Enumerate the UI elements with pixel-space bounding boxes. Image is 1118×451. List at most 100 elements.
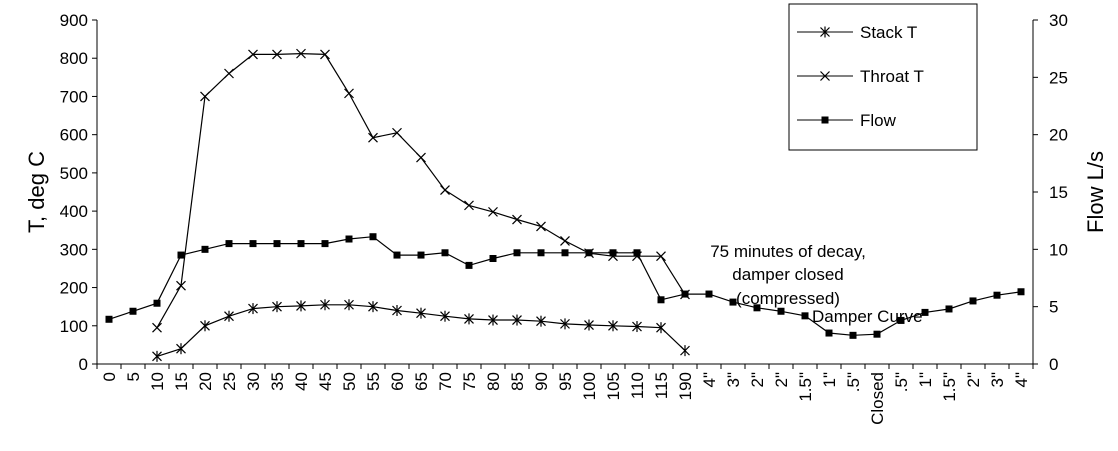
data-point-throat-t — [536, 221, 546, 232]
left-axis-tick-label: 300 — [60, 240, 88, 259]
annotation-decay: 75 minutes of decay, damper closed (comp… — [710, 242, 866, 308]
legend-marker-flow — [821, 116, 829, 124]
data-point-flow — [201, 245, 209, 253]
left-axis-title: T, deg C — [24, 151, 49, 233]
data-point-throat-t — [512, 214, 522, 225]
data-point-throat-t — [464, 200, 474, 211]
x-axis-tick-label: 4" — [700, 372, 719, 388]
x-axis-tick-label: 4" — [1012, 372, 1031, 388]
legend-marker-throat — [820, 71, 830, 81]
data-point-stack-t — [248, 303, 258, 315]
data-point-stack-t — [440, 310, 450, 322]
left-axis-tick-label: 600 — [60, 126, 88, 145]
x-axis: 0 5 10 15 20 25 30 35 40 45 50 55 60 65 70 75 80 85 90 95 10… — [96, 364, 1034, 425]
data-point-flow — [609, 249, 617, 257]
x-axis-tick-label: 25 — [220, 372, 239, 391]
data-point-flow — [321, 240, 329, 248]
x-axis-tick-label: Closed — [868, 372, 887, 425]
series-flow — [105, 233, 1025, 339]
legend-label-throat: Throat T — [860, 67, 924, 86]
right-axis-tick-label: 30 — [1049, 11, 1068, 30]
data-point-stack-t — [176, 343, 186, 355]
data-point-flow — [825, 329, 833, 337]
data-point-stack-t — [512, 314, 522, 326]
data-point-throat-t — [176, 280, 186, 291]
data-point-throat-t — [392, 127, 402, 138]
data-point-stack-t — [464, 313, 474, 325]
data-point-throat-t — [272, 49, 282, 60]
data-point-flow — [657, 296, 665, 304]
left-axis-tick-label: 700 — [60, 87, 88, 106]
data-point-flow — [393, 251, 401, 259]
legend-box — [788, 3, 978, 151]
data-point-throat-t — [656, 251, 666, 262]
x-axis-tick-label: 100 — [580, 372, 599, 400]
x-axis-tick-label: 95 — [556, 372, 575, 391]
x-axis-tick-label: 55 — [364, 372, 383, 391]
left-axis-tick-label: 200 — [60, 279, 88, 298]
right-axis-tick-label: 0 — [1049, 355, 1058, 374]
x-axis-tick-label: 3" — [988, 372, 1007, 388]
legend-label-flow: Flow — [860, 111, 897, 130]
data-point-flow — [129, 307, 137, 315]
data-point-flow — [705, 290, 713, 298]
data-point-flow — [777, 307, 785, 315]
x-axis-tick-label: 1" — [916, 372, 935, 388]
data-point-flow — [441, 249, 449, 257]
data-point-flow — [897, 316, 905, 324]
data-point-flow — [633, 249, 641, 257]
x-axis-tick-label: 1.5" — [940, 372, 959, 402]
series-throat-t — [152, 48, 690, 333]
right-axis-tick-label: 25 — [1049, 68, 1068, 87]
legend-marker-stack — [820, 26, 830, 38]
x-axis-tick-label: 50 — [340, 372, 359, 391]
left-axis-tick-label: 0 — [79, 355, 88, 374]
data-point-flow — [249, 240, 257, 248]
data-point-flow — [465, 261, 473, 269]
left-axis-tick-label: 400 — [60, 202, 88, 221]
data-point-stack-t — [680, 345, 690, 357]
data-point-flow — [945, 305, 953, 313]
x-axis-tick-label: 2" — [964, 372, 983, 388]
x-axis-tick-label: 2" — [772, 372, 791, 388]
data-point-throat-t — [488, 206, 498, 217]
data-point-flow — [921, 308, 929, 316]
data-point-flow — [993, 291, 1001, 299]
right-axis-tick-label: 5 — [1049, 298, 1058, 317]
data-point-flow — [297, 240, 305, 248]
data-point-flow — [177, 251, 185, 259]
x-axis-tick-label: 2" — [748, 372, 767, 388]
x-axis-tick-label: 110 — [628, 372, 647, 399]
data-point-stack-t — [584, 319, 594, 331]
x-axis-tick-label: 0 — [100, 372, 119, 381]
data-point-throat-t — [320, 49, 330, 60]
data-point-flow — [969, 297, 977, 305]
x-axis-tick-label: 15 — [172, 372, 191, 391]
data-point-throat-t — [368, 132, 378, 143]
data-point-throat-t — [344, 88, 354, 99]
x-axis-tick-label: 60 — [388, 372, 407, 391]
data-point-stack-t — [296, 300, 306, 312]
data-point-flow — [873, 330, 881, 338]
data-point-stack-t — [392, 304, 402, 316]
legend-label-stack: Stack T — [860, 23, 917, 42]
x-axis-tick-label: 35 — [268, 372, 287, 391]
right-axis-tick-label: 15 — [1049, 183, 1068, 202]
x-axis-tick-label: 90 — [532, 372, 551, 391]
data-point-flow — [513, 249, 521, 257]
data-point-flow — [345, 235, 353, 243]
x-axis-tick-label: .5" — [892, 372, 911, 392]
annotation-decay-line-2: damper closed — [732, 265, 844, 284]
data-point-throat-t — [296, 48, 306, 59]
data-point-flow — [417, 251, 425, 259]
legend-marker-shape — [820, 71, 830, 81]
left-axis-tick-label: 900 — [60, 11, 88, 30]
data-point-throat-t — [224, 68, 234, 79]
right-axis-tick-label: 20 — [1049, 126, 1068, 145]
x-axis-tick-label: 1" — [820, 372, 839, 388]
left-axis-tick-label: 500 — [60, 164, 88, 183]
x-axis-tick-label: 30 — [244, 372, 263, 391]
legend-marker-shape — [820, 26, 830, 38]
data-point-flow — [153, 299, 161, 307]
